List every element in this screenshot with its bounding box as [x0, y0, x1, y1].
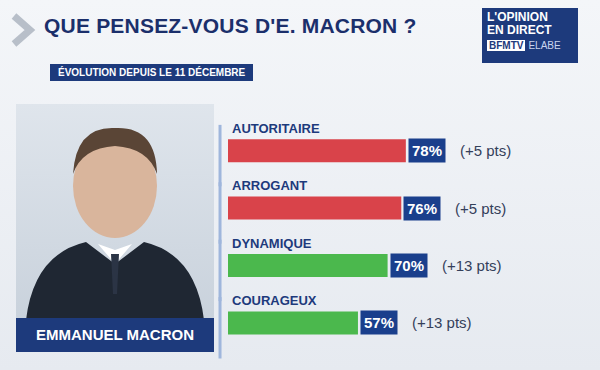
svg-text:(+13 pts): (+13 pts)	[412, 314, 472, 331]
html-text:BFMTV: BFMTV	[489, 40, 524, 51]
svg-text:57%: 57%	[364, 314, 394, 331]
html-text:QUE PENSEZ-VOUS D'E. MACRON ?: QUE PENSEZ-VOUS D'E. MACRON ?	[44, 14, 417, 37]
svg-text:COURAGEUX: COURAGEUX	[232, 293, 317, 308]
html-text:EMMANUEL MACRON: EMMANUEL MACRON	[36, 326, 194, 343]
svg-text:DYNAMIQUE: DYNAMIQUE	[232, 236, 312, 251]
svg-text:76%: 76%	[407, 200, 437, 217]
html-text:ÉVOLUTION DEPUIS LE 11 DÉCEMBR: ÉVOLUTION DEPUIS LE 11 DÉCEMBRE	[58, 67, 246, 78]
svg-text:AUTORITAIRE: AUTORITAIRE	[232, 121, 320, 136]
html-text:ELABE: ELABE	[528, 40, 561, 51]
svg-text:(+5 pts): (+5 pts)	[460, 142, 511, 159]
svg-text:ARROGANT: ARROGANT	[232, 178, 307, 193]
svg-text:(+13 pts): (+13 pts)	[442, 257, 502, 274]
html-text:L'OPINION: L'OPINION	[487, 10, 548, 24]
svg-text:70%: 70%	[394, 257, 424, 274]
svg-text:(+5 pts): (+5 pts)	[455, 200, 506, 217]
html-text:EN DIRECT: EN DIRECT	[487, 23, 552, 37]
svg-text:78%: 78%	[412, 142, 442, 159]
